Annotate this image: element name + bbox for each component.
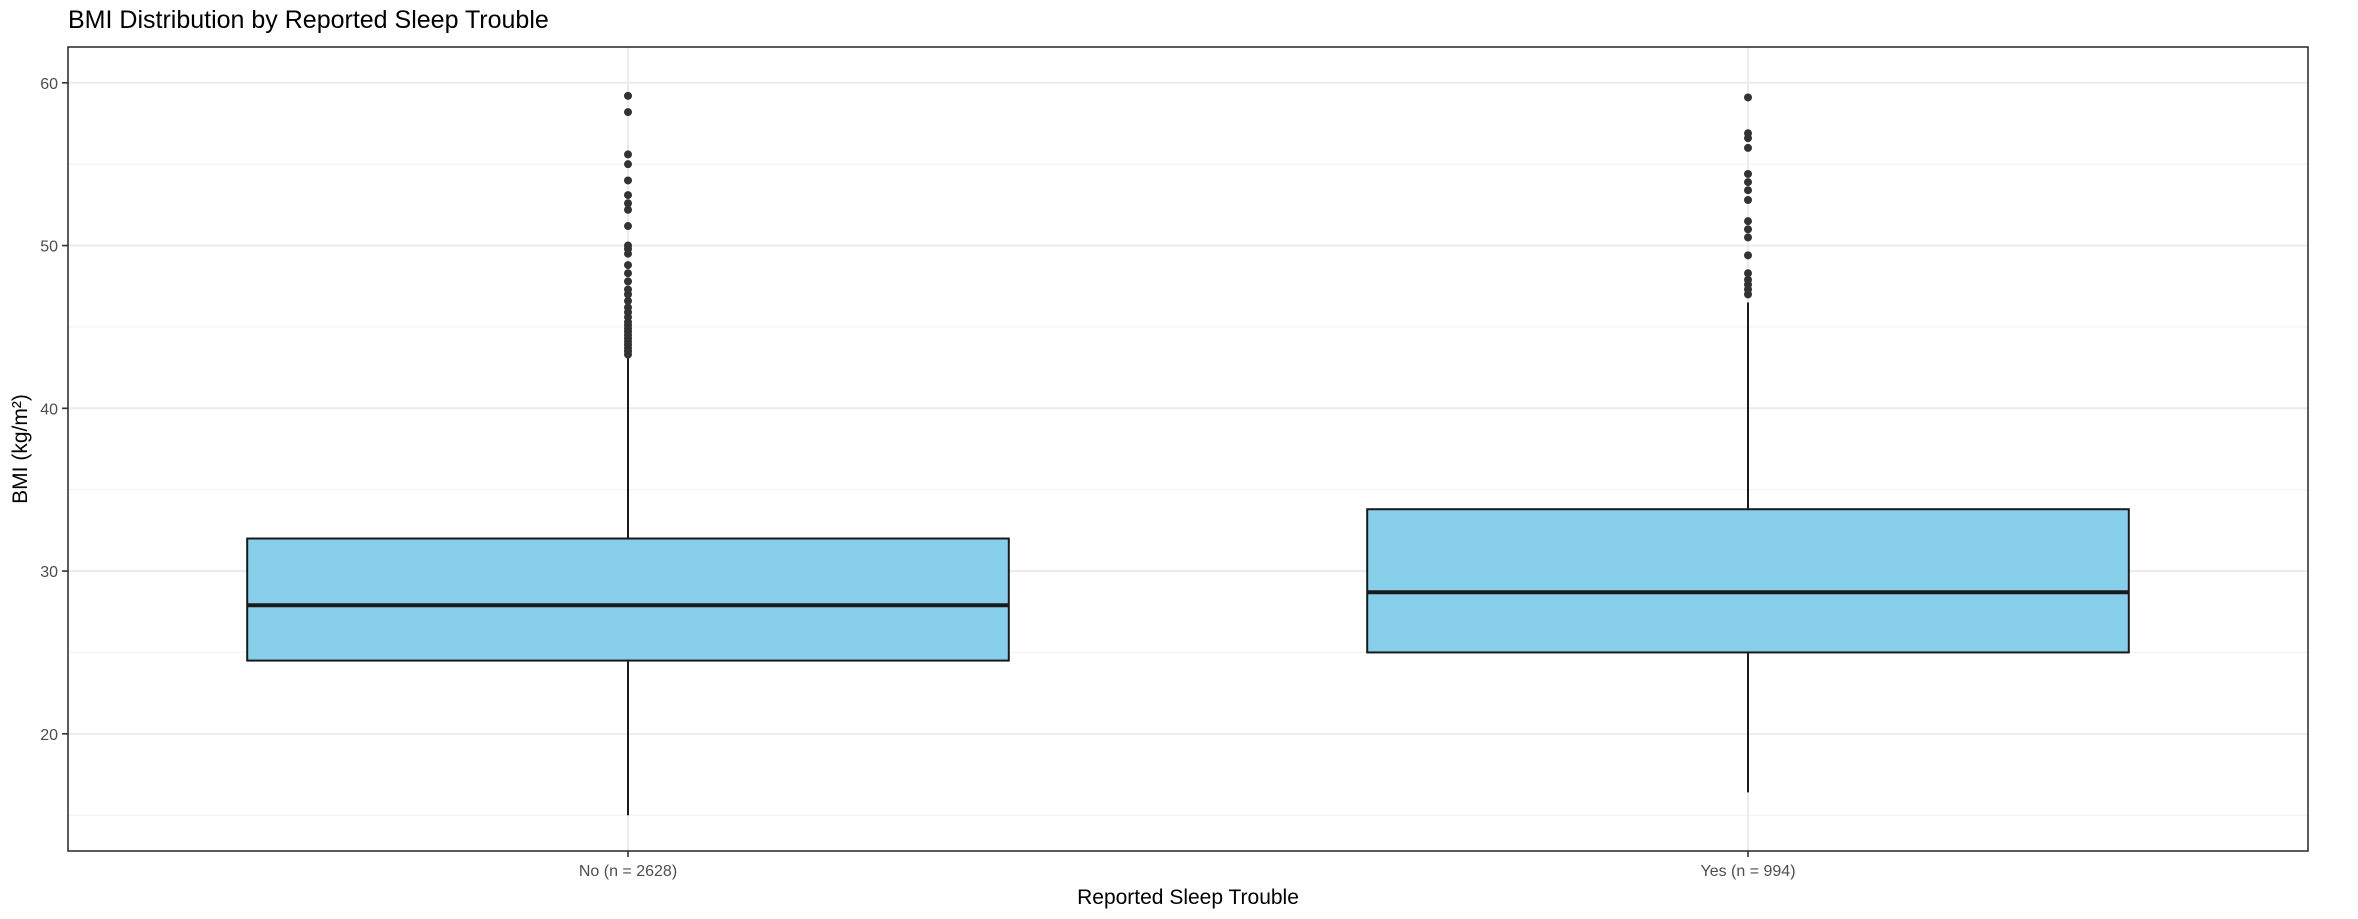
panel-background <box>68 47 2308 851</box>
outlier-point <box>1744 143 1752 152</box>
outlier-point <box>624 222 632 231</box>
x-tick-label: Yes (n = 994) <box>1700 863 1795 880</box>
x-axis-title: Reported Sleep Trouble <box>1077 886 1299 909</box>
outlier-point <box>1744 129 1752 138</box>
chart-title: BMI Distribution by Reported Sleep Troub… <box>68 6 549 34</box>
outlier-point <box>1744 178 1752 187</box>
y-tick-label: 40 <box>40 401 58 418</box>
outlier-point <box>624 176 632 185</box>
y-tick-label: 60 <box>40 76 58 93</box>
outlier-point <box>624 150 632 159</box>
box-group <box>246 91 1010 816</box>
panel-border <box>67 46 2309 852</box>
outlier-point <box>624 199 632 208</box>
outlier-point <box>624 269 632 278</box>
y-tick-label: 50 <box>40 239 58 256</box>
marks-layer <box>246 91 2130 816</box>
y-tick-label: 30 <box>40 564 58 581</box>
outlier-point <box>1744 269 1752 278</box>
outlier-point <box>1744 93 1752 102</box>
outlier-point <box>624 296 632 305</box>
outlier-point <box>1744 251 1752 260</box>
outlier-point <box>1744 186 1752 195</box>
outlier-point <box>1744 195 1752 204</box>
outlier-point <box>1744 233 1752 242</box>
outlier-point <box>624 285 632 294</box>
outlier-point <box>624 191 632 200</box>
outlier-point <box>624 205 632 214</box>
outlier-point <box>624 277 632 286</box>
box-iqr <box>246 537 1010 662</box>
box-group <box>1366 93 2130 793</box>
box-iqr <box>1366 508 2130 654</box>
outlier-point <box>624 160 632 169</box>
outlier-point <box>624 241 632 250</box>
outlier-point <box>624 108 632 117</box>
outlier-point <box>1744 217 1752 226</box>
y-axis-title: BMI (kg/m²) <box>9 394 32 504</box>
outlier-point <box>1744 275 1752 284</box>
outlier-point <box>624 261 632 270</box>
grid-layer <box>68 47 2308 851</box>
y-tick-label: 20 <box>40 727 58 744</box>
outlier-point <box>624 303 632 312</box>
outlier-point <box>1744 225 1752 234</box>
axis-layer: 20 30 40 50 60 No (n = 2628) Yes (n = 994) <box>40 76 1795 880</box>
outlier-point <box>624 91 632 100</box>
x-tick-label: No (n = 2628) <box>579 863 677 880</box>
outlier-point <box>1744 169 1752 178</box>
